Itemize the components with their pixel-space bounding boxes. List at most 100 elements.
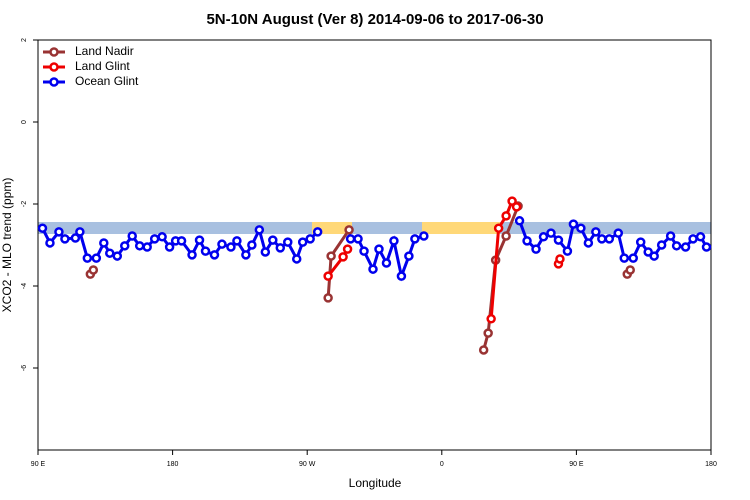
data-point (60, 234, 70, 244)
data-point (99, 238, 109, 248)
data-point (625, 265, 635, 275)
data-point (119, 241, 130, 251)
data-point (374, 244, 384, 254)
data-point (493, 223, 504, 233)
data-point (226, 242, 236, 252)
coverage-band (38, 222, 711, 234)
data-point (200, 246, 211, 256)
data-point (583, 238, 594, 248)
data-point (164, 242, 175, 252)
data-point (643, 247, 653, 257)
data-point (105, 248, 115, 258)
data-point (353, 234, 363, 244)
data-point (305, 234, 315, 244)
data-point (149, 234, 160, 244)
data-point (283, 237, 293, 247)
data-point (338, 252, 348, 262)
data-point (656, 240, 667, 250)
data-point (507, 196, 517, 206)
data-point (555, 254, 565, 264)
data-point (486, 314, 496, 324)
data-point (297, 237, 308, 247)
data-point (604, 234, 615, 244)
data-point (127, 231, 137, 241)
legend-label: Land Nadir (75, 44, 134, 58)
data-point (88, 265, 99, 275)
data-point (522, 236, 532, 246)
data-point (546, 228, 556, 238)
data-point (613, 228, 624, 238)
data-point (345, 234, 356, 244)
data-point (419, 231, 429, 241)
data-point (562, 246, 573, 256)
data-point (326, 251, 336, 261)
data-point (275, 243, 286, 253)
x-tick-label: 0 (440, 461, 444, 468)
data-point (54, 227, 64, 237)
data-point (531, 244, 541, 254)
y-tick-label: 2 (21, 38, 28, 42)
data-point (241, 250, 251, 260)
x-tick-label: 180 (705, 461, 717, 468)
data-point (396, 271, 407, 281)
data-point (381, 258, 392, 268)
data-point (538, 232, 549, 242)
x-tick-label: 180 (167, 461, 179, 468)
y-axis-label: XCO2 - MLO trend (ppm) (0, 178, 14, 313)
data-point (511, 202, 522, 212)
data-point (176, 236, 187, 246)
data-point (134, 241, 145, 251)
data-point (323, 293, 333, 303)
data-point (591, 227, 601, 237)
plot-frame (37, 39, 712, 451)
data-point (635, 237, 646, 247)
data-point (597, 234, 607, 244)
data-point (359, 246, 369, 256)
data-point (232, 236, 242, 246)
data-point (217, 239, 227, 249)
data-point (514, 216, 525, 226)
data-point (260, 247, 271, 257)
data-point (112, 251, 123, 261)
data-point (45, 238, 55, 248)
y-tick-label: -4 (21, 283, 28, 289)
data-point (410, 234, 420, 244)
y-tick-label: 0 (21, 120, 28, 124)
series-line (326, 198, 562, 319)
x-tick-label: 90 E (31, 461, 46, 468)
x-tick-label: 90 W (299, 461, 316, 468)
data-point (37, 223, 48, 233)
data-point (404, 251, 414, 261)
data-point (671, 241, 682, 251)
x-axis-label: Longitude (349, 476, 402, 490)
data-point (323, 271, 333, 281)
x-tick-label: 90 E (569, 461, 584, 468)
legend-marker (49, 62, 59, 72)
data-point (701, 242, 712, 252)
data-point (187, 250, 197, 260)
data-point (344, 225, 354, 235)
legend-marker (49, 77, 59, 87)
data-point (389, 236, 399, 246)
y-tick-label: -2 (21, 201, 28, 207)
data-point (628, 253, 638, 263)
data-point (688, 234, 698, 244)
data-point (680, 242, 691, 252)
data-point (568, 219, 579, 229)
data-point (91, 253, 102, 263)
data-point (342, 244, 353, 254)
data-point (483, 328, 493, 338)
data-point (665, 231, 676, 241)
data-point (247, 240, 257, 250)
data-point (82, 253, 93, 263)
data-point (268, 235, 278, 245)
data-point (291, 254, 302, 264)
data-point (553, 235, 564, 245)
legend-label: Land Glint (75, 59, 130, 73)
legend-label: Ocean Glint (75, 74, 139, 88)
legend-marker (49, 47, 59, 57)
data-point (368, 264, 378, 274)
data-point (70, 233, 81, 243)
data-point (194, 235, 205, 245)
